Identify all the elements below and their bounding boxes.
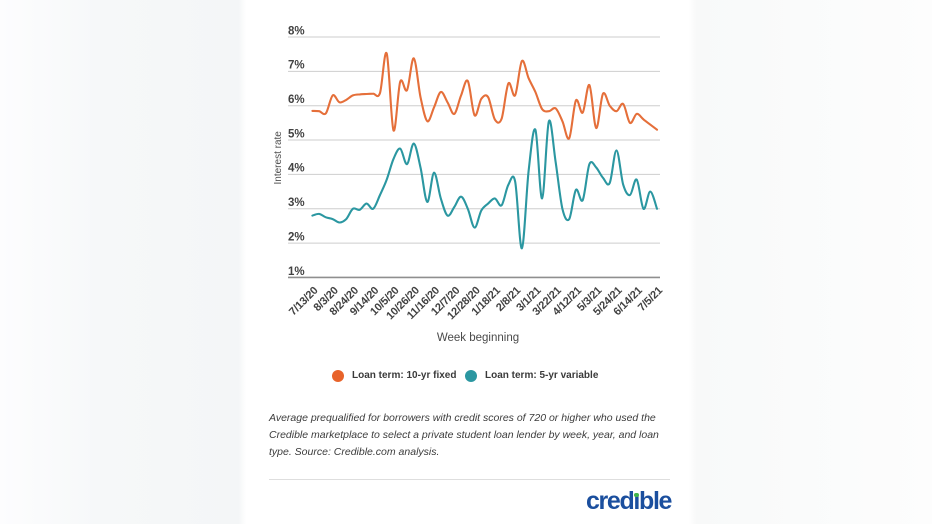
svg-text:8%: 8% bbox=[288, 25, 305, 37]
svg-text:Interest rate: Interest rate bbox=[273, 131, 284, 185]
svg-text:2%: 2% bbox=[288, 231, 305, 243]
svg-text:6%: 6% bbox=[288, 94, 305, 106]
svg-text:3%: 3% bbox=[288, 197, 305, 209]
svg-text:4%: 4% bbox=[288, 163, 305, 175]
svg-text:7%: 7% bbox=[288, 60, 305, 72]
svg-text:5%: 5% bbox=[288, 128, 305, 140]
svg-text:1%: 1% bbox=[288, 266, 305, 278]
